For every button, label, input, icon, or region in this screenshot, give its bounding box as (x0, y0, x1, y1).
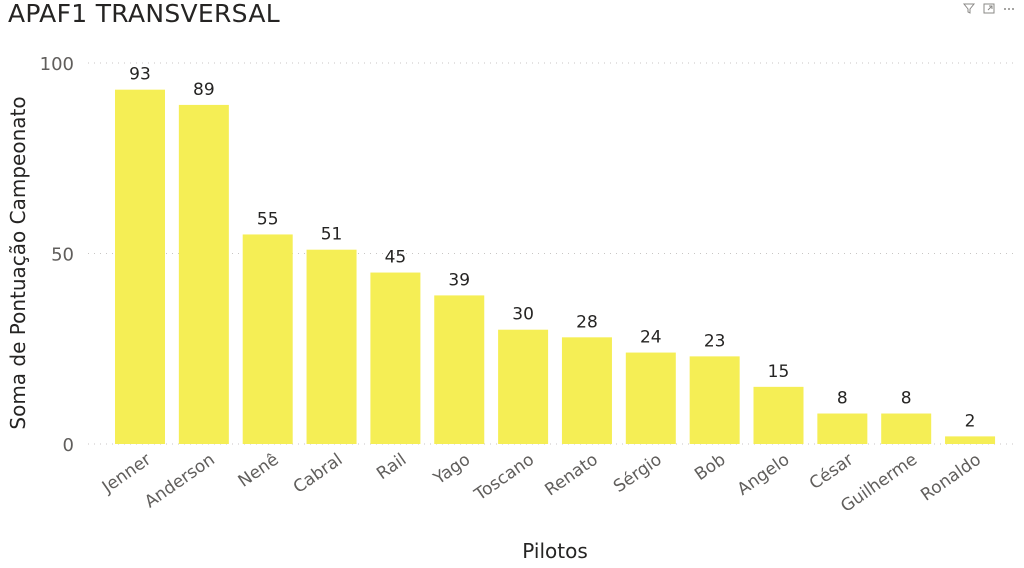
bar[interactable] (306, 249, 357, 444)
x-tick-label: César (806, 450, 857, 494)
x-tick-label: Angelo (734, 450, 794, 500)
x-tick-label: Anderson (141, 450, 219, 513)
data-label: 28 (576, 312, 598, 332)
bar[interactable] (115, 89, 165, 445)
data-label: 23 (704, 331, 726, 351)
bar[interactable] (689, 356, 740, 444)
x-tick-label: Renato (541, 450, 601, 501)
data-label: 8 (901, 389, 912, 409)
data-label: 30 (512, 305, 534, 325)
bar[interactable] (178, 104, 229, 444)
data-labels: 93 89 55 51 45 39 30 28 24 23 15 8 8 2 (129, 65, 975, 432)
filter-icon[interactable] (962, 0, 976, 14)
data-label: 89 (193, 80, 215, 100)
data-label: 24 (640, 328, 662, 348)
focus-mode-icon[interactable] (982, 0, 996, 14)
data-label: 93 (129, 65, 151, 85)
y-tick-label: 50 (51, 245, 74, 266)
y-axis-title: Soma de Pontuação Campeonato (6, 96, 30, 429)
bars (115, 89, 996, 445)
bar[interactable] (945, 436, 996, 444)
bar[interactable] (753, 386, 804, 444)
bar[interactable] (498, 329, 549, 444)
x-tick-label: Ronaldo (917, 450, 985, 506)
x-tick-label: Bob (691, 450, 729, 485)
data-label: 45 (385, 248, 407, 268)
data-label: 8 (837, 389, 848, 409)
data-label: 15 (768, 362, 790, 382)
x-tick-label: Rail (373, 450, 410, 484)
bar[interactable] (817, 413, 868, 444)
y-tick-label: 100 (40, 54, 74, 75)
x-tick-label: Sérgio (610, 450, 666, 497)
data-label: 2 (965, 411, 976, 431)
x-tick-label: Jenner (98, 450, 155, 498)
data-label: 39 (448, 270, 470, 290)
y-tick-label: 0 (63, 435, 74, 456)
x-tick-label: Yago (429, 450, 474, 490)
bar[interactable] (881, 413, 932, 444)
more-options-icon[interactable] (1002, 0, 1016, 14)
bar[interactable] (370, 272, 421, 444)
visual-header-toolbar (962, 0, 1016, 14)
bar[interactable] (434, 295, 485, 444)
y-axis: 0 50 100 (40, 54, 74, 456)
bar[interactable] (561, 337, 612, 444)
x-tick-label: Toscano (470, 450, 538, 506)
bar[interactable] (625, 352, 676, 444)
x-tick-label: Cabral (290, 450, 347, 498)
x-tick-label: Nenê (235, 450, 283, 492)
x-axis-title: Pilotos (522, 539, 587, 563)
chart-title: APAF1 TRANSVERSAL (8, 0, 280, 28)
data-label: 51 (321, 225, 343, 245)
bar[interactable] (242, 234, 293, 444)
data-label: 55 (257, 209, 279, 229)
